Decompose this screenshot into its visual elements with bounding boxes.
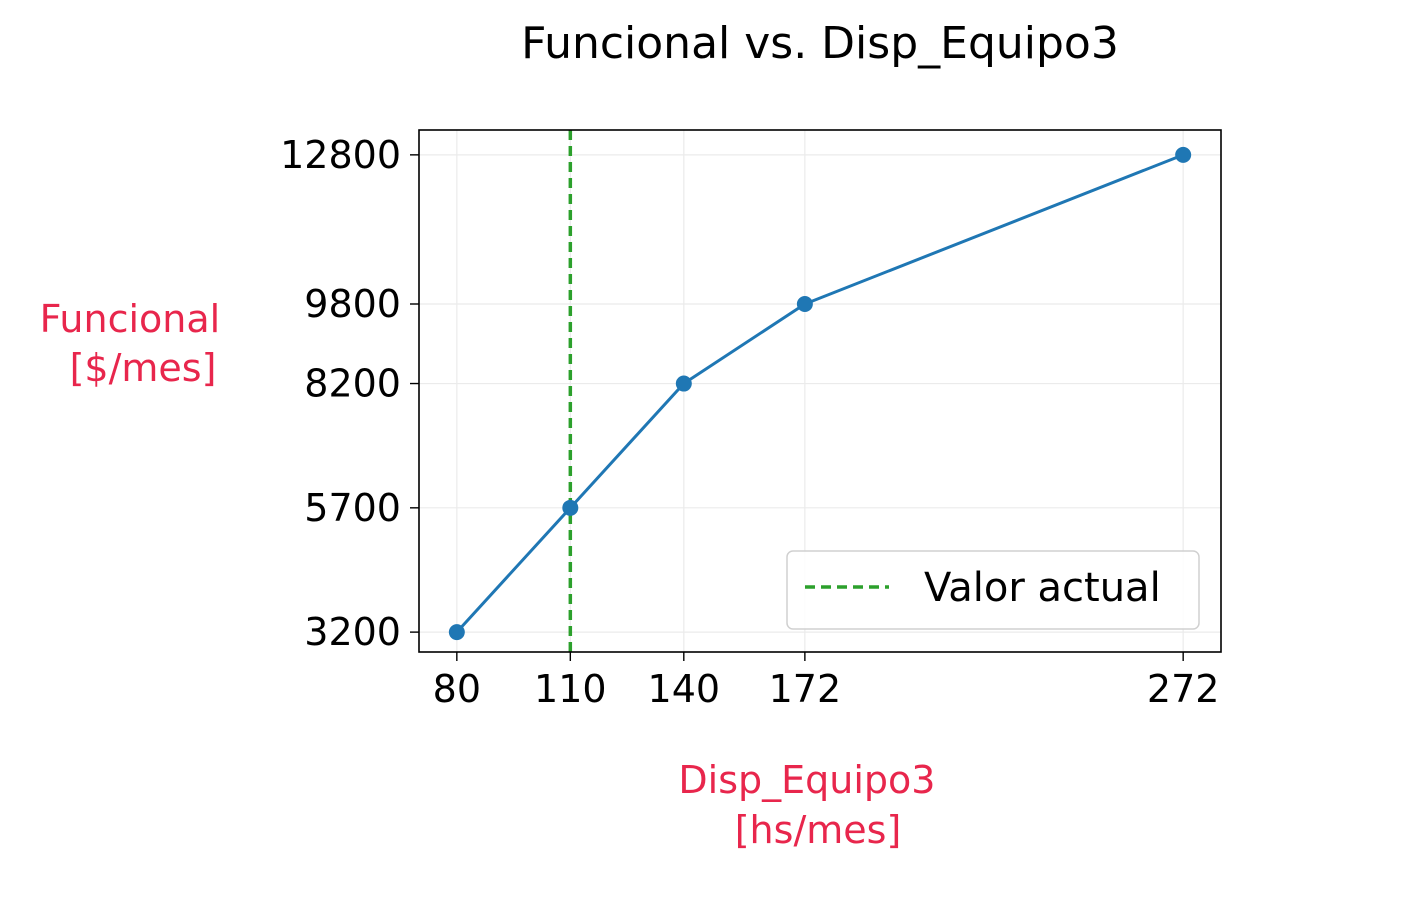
series-layer bbox=[448, 146, 1192, 641]
x-axis-label: Disp_Equipo3 [hs/mes] bbox=[678, 758, 947, 852]
y-axis-label-line-1: Funcional bbox=[40, 297, 221, 341]
x-tick-label: 140 bbox=[648, 667, 721, 711]
y-tick-label: 12800 bbox=[280, 133, 401, 177]
legend-frame bbox=[786, 550, 1200, 630]
y-tick-label: 8200 bbox=[304, 362, 401, 406]
y-axis-label: Funcional [$/mes] bbox=[40, 297, 233, 390]
y-axis-label-line-2: [$/mes] bbox=[70, 346, 217, 390]
x-tick-label: 80 bbox=[433, 667, 481, 711]
legend: Valor actual bbox=[786, 550, 1200, 630]
y-tick-label: 5700 bbox=[304, 486, 401, 530]
x-tick-label: 172 bbox=[769, 667, 842, 711]
plot-frame bbox=[418, 129, 1222, 653]
legend-label: Valor actual bbox=[924, 565, 1161, 611]
x-tick-label: 272 bbox=[1147, 667, 1220, 711]
data-point bbox=[796, 296, 813, 312]
data-point bbox=[562, 499, 579, 516]
x-axis-label-line-1: Disp_Equipo3 bbox=[678, 758, 935, 802]
y-tick-label: 3200 bbox=[304, 610, 401, 654]
tick-layer: 80 110 140 172 272 3200 5700 8200 9800 12800 bbox=[280, 133, 1219, 711]
y-tick-label: 9800 bbox=[304, 282, 401, 326]
data-point bbox=[1175, 146, 1192, 163]
data-point bbox=[448, 624, 465, 641]
x-axis-label-line-2: [hs/mes] bbox=[735, 808, 902, 852]
x-tick-label: 110 bbox=[534, 667, 607, 711]
chart-title: Funcional vs. Disp_Equipo3 bbox=[521, 18, 1119, 69]
data-point bbox=[675, 375, 692, 392]
